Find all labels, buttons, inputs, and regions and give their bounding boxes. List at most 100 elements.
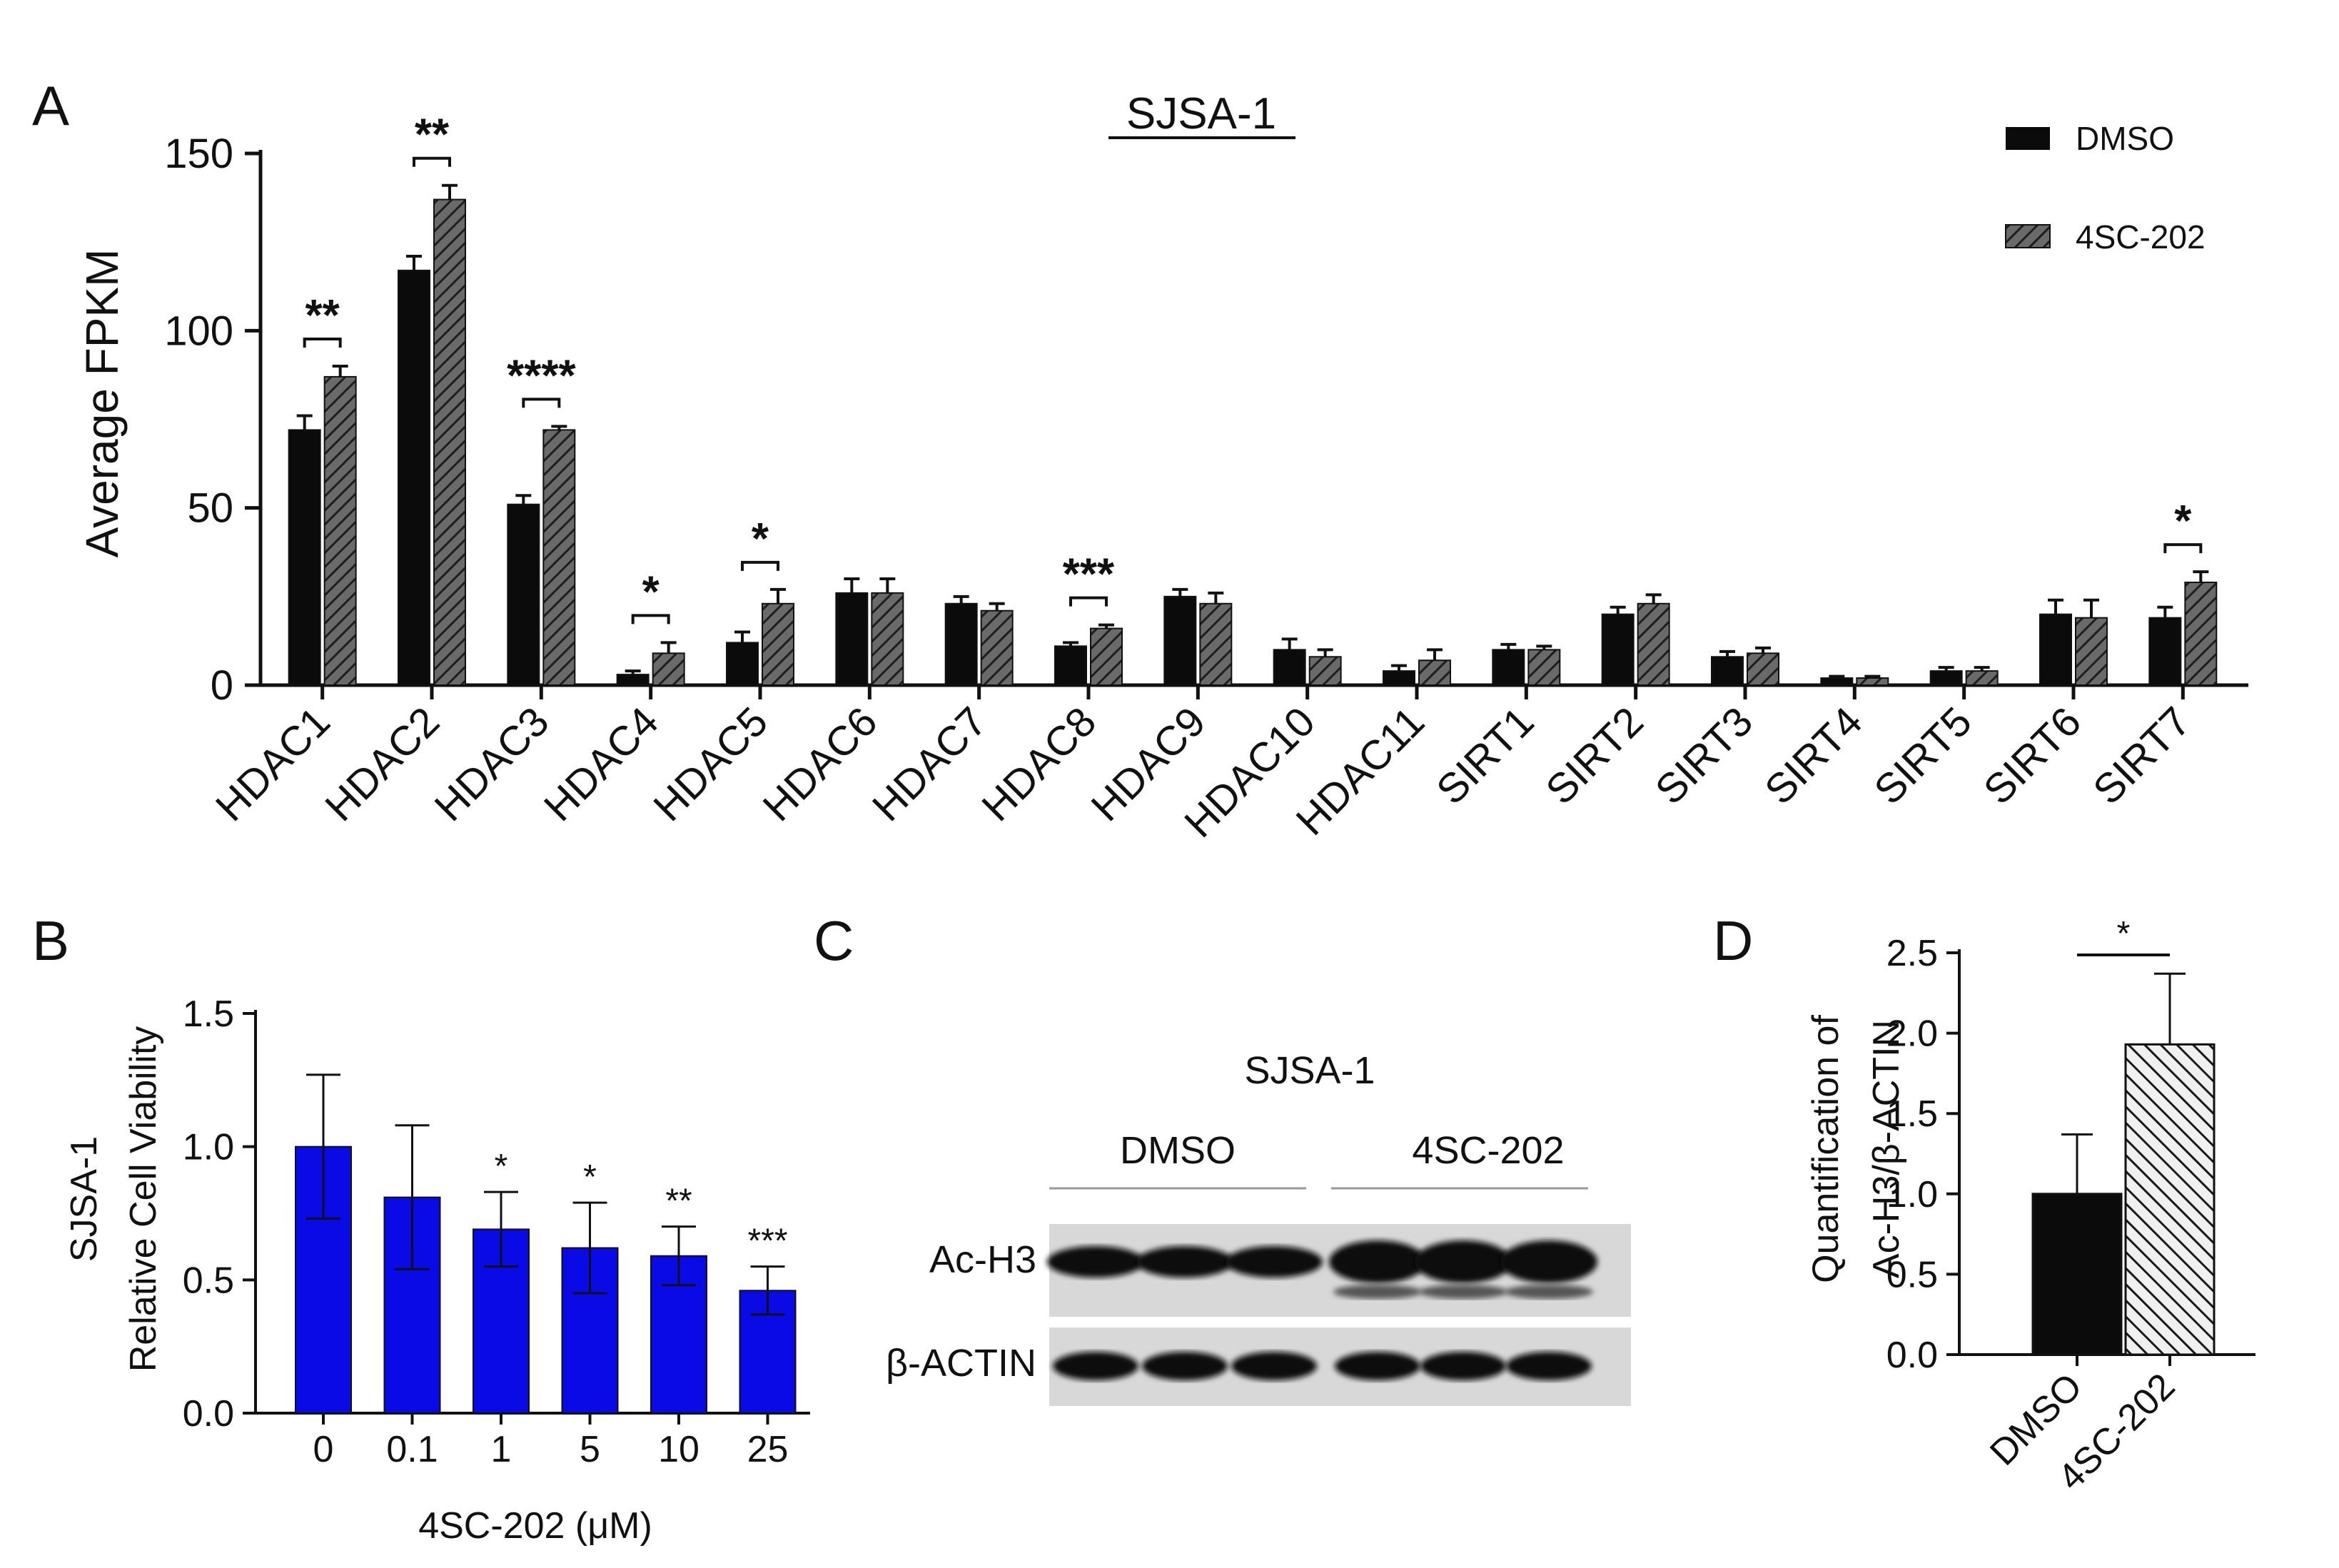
chart-a-xtick-label: SIRT2 bbox=[1537, 698, 1652, 813]
bar-4sc202 bbox=[1856, 677, 1889, 686]
chart-d-ytick-label: 1.5 bbox=[1886, 1093, 1938, 1135]
bar-4sc202 bbox=[762, 602, 794, 686]
band-beta-actin bbox=[1420, 1352, 1506, 1380]
band-beta-actin bbox=[1335, 1352, 1420, 1380]
significance-bracket bbox=[413, 156, 451, 167]
significance-label: * bbox=[2174, 497, 2192, 546]
panel-a-chart: SJSA-1 Average FPKM DMSO 4SC-202 0 50 100 1… bbox=[76, 89, 2248, 846]
bar-dmso bbox=[726, 642, 759, 687]
bar-4sc202 bbox=[323, 375, 357, 687]
bar-4sc202 bbox=[1965, 670, 1999, 687]
legend-swatch-4sc202 bbox=[2005, 224, 2051, 248]
chart-d-ytick-label: 0.5 bbox=[1886, 1254, 1938, 1295]
chart-b-ytick-label: 0.0 bbox=[183, 1393, 234, 1435]
bar-dmso bbox=[1492, 649, 1525, 686]
chart-a-xtick-label: HDAC3 bbox=[426, 698, 558, 830]
bar-dmso bbox=[1711, 656, 1744, 686]
chart-b-xtick-label: 0 bbox=[313, 1429, 334, 1470]
band-ac-h3-lower bbox=[1419, 1285, 1507, 1299]
chart-a-xtick-label: HDAC5 bbox=[645, 698, 777, 830]
significance-label: * bbox=[2117, 915, 2131, 953]
legend-label-4sc202: 4SC-202 bbox=[2076, 218, 2206, 256]
bar-4sc202 bbox=[433, 198, 466, 687]
significance-label: * bbox=[642, 567, 660, 617]
bar-dmso bbox=[1929, 670, 1963, 687]
bar-dmso bbox=[1273, 649, 1306, 686]
bar-dmso bbox=[1820, 677, 1854, 686]
chart-a-xtick-label: SIRT3 bbox=[1647, 698, 1762, 813]
panel-b-chart: SJSA-1 Relative Cell Viability 4SC-202 (… bbox=[64, 993, 810, 1547]
chart-b-xtick-label: 1 bbox=[491, 1429, 512, 1470]
bar-4sc202 bbox=[871, 592, 904, 686]
chart-a-xtick-label: SIRT6 bbox=[1975, 698, 2090, 813]
band-beta-actin bbox=[1506, 1352, 1592, 1380]
band-ac-h3-lower bbox=[1333, 1285, 1422, 1299]
chart-b-xtick-label: 5 bbox=[580, 1429, 600, 1470]
band-beta-actin bbox=[1142, 1352, 1228, 1380]
band-ac-h3 bbox=[1136, 1246, 1233, 1278]
panel-c-western-blot: SJSA-1 DMSO 4SC-202 Ac-H3 β-ACTIN bbox=[886, 1049, 1631, 1406]
chart-b-ytick-label: 1.5 bbox=[183, 993, 234, 1035]
chart-a-xtick-label: HDAC1 bbox=[207, 698, 339, 830]
significance-label: ** bbox=[415, 111, 450, 160]
chart-b-xtick-label: 0.1 bbox=[386, 1429, 438, 1470]
chart-a-xtick-label: SIRT7 bbox=[2084, 698, 2199, 813]
band-beta-actin bbox=[1053, 1352, 1138, 1380]
chart-a-xtick-label: SIRT1 bbox=[1428, 698, 1542, 813]
bar-4sc202 bbox=[1527, 649, 1561, 686]
bar-dmso bbox=[835, 592, 869, 686]
bar-dmso bbox=[1601, 613, 1635, 687]
chart-b-xtick-label: 10 bbox=[658, 1429, 699, 1470]
significance-bracket bbox=[1069, 596, 1108, 607]
bar-dmso bbox=[616, 674, 650, 686]
bar-dmso bbox=[507, 503, 540, 687]
significance-label: **** bbox=[507, 351, 576, 400]
significance-bracket bbox=[631, 614, 670, 624]
chart-b-xtick-label: 25 bbox=[747, 1429, 789, 1470]
significance-label: ** bbox=[665, 1183, 692, 1220]
chart-d-ytick-label: 1.0 bbox=[1886, 1174, 1938, 1215]
bar-dmso bbox=[288, 429, 321, 687]
significance-label: * bbox=[752, 515, 769, 564]
significance-label: *** bbox=[747, 1223, 787, 1260]
bar-dmso bbox=[1383, 670, 1415, 687]
legend-swatch-dmso bbox=[2006, 127, 2050, 150]
bar-dmso bbox=[398, 269, 430, 686]
bar-dmso bbox=[944, 602, 978, 686]
bar-4sc202 bbox=[980, 610, 1014, 687]
chart-a-ytick-label: 50 bbox=[187, 485, 233, 532]
blot-title: SJSA-1 bbox=[1244, 1049, 1375, 1092]
significance-bracket bbox=[741, 560, 779, 571]
chart-a-xtick-label: HDAC2 bbox=[316, 698, 448, 830]
band-ac-h3-lower bbox=[1505, 1285, 1593, 1299]
bar-4sc202 bbox=[1308, 656, 1342, 686]
band-ac-h3 bbox=[1226, 1246, 1323, 1278]
significance-bracket bbox=[303, 338, 342, 348]
chart-a-title: SJSA-1 bbox=[1126, 89, 1276, 138]
chart-d-ytick-label: 2.5 bbox=[1886, 933, 1938, 974]
chart-a-ytick-label: 100 bbox=[164, 308, 233, 354]
blot-group-dmso: DMSO bbox=[1120, 1129, 1236, 1172]
chart-d-ylabel-line1: Quantification of bbox=[1805, 1015, 1847, 1283]
legend-label-dmso: DMSO bbox=[2076, 120, 2174, 157]
chart-b-ylabel-line2: Relative Cell Viability bbox=[123, 1026, 164, 1372]
chart-b-ylabel-line1: SJSA-1 bbox=[64, 1136, 105, 1262]
chart-a-ytick-label: 0 bbox=[211, 662, 233, 709]
chart-a-xtick-label: SIRT5 bbox=[1865, 698, 1980, 813]
band-ac-h3 bbox=[1329, 1240, 1426, 1283]
blot-row-beta-actin: β-ACTIN bbox=[886, 1342, 1036, 1385]
chart-b-ytick-label: 1.0 bbox=[183, 1127, 234, 1168]
chart-d-ytick-label: 0.0 bbox=[1886, 1335, 1938, 1376]
chart-a-ylabel: Average FPKM bbox=[76, 249, 128, 558]
chart-a-xtick-label: HDAC7 bbox=[864, 698, 996, 830]
band-beta-actin bbox=[1231, 1352, 1317, 1380]
blot-bands bbox=[1047, 1224, 1631, 1406]
bar-dmso bbox=[1163, 595, 1197, 686]
significance-label: * bbox=[583, 1158, 597, 1196]
chart-a-xtick-label: HDAC8 bbox=[973, 698, 1105, 830]
significance-bracket bbox=[2163, 543, 2203, 554]
bar-4sc202 bbox=[1637, 602, 1670, 686]
bar-dmso bbox=[2148, 617, 2182, 687]
band-ac-h3 bbox=[1500, 1240, 1597, 1283]
